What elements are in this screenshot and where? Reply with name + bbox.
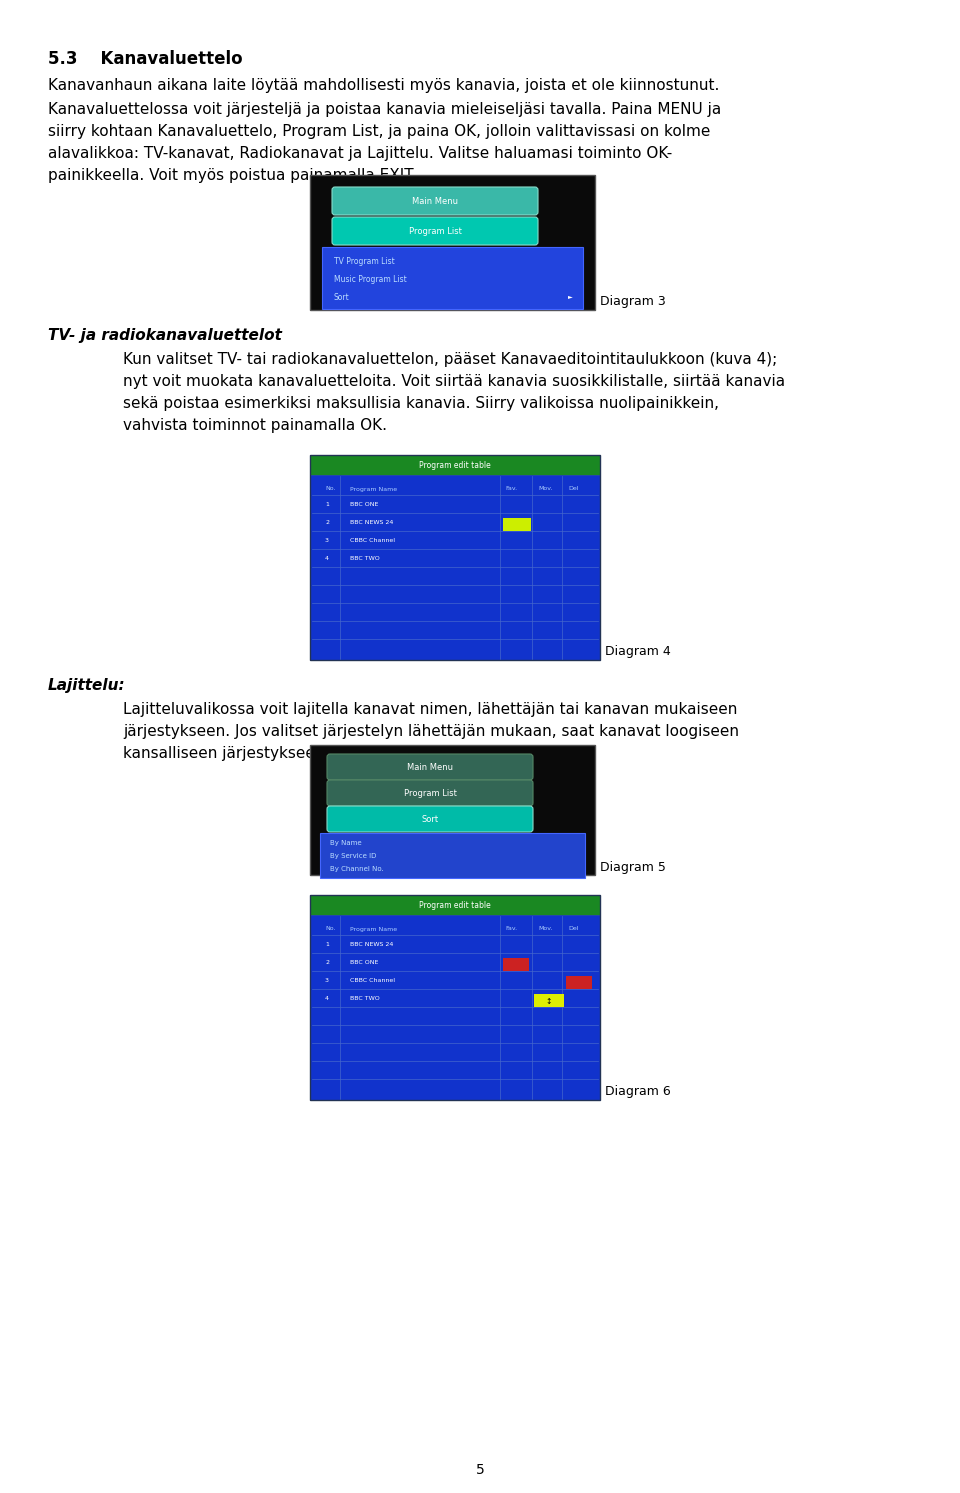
Text: ►: ► — [568, 294, 573, 300]
Text: Diagram 4: Diagram 4 — [605, 645, 671, 658]
Bar — [310, 175, 595, 311]
Text: By Service ID: By Service ID — [330, 853, 376, 858]
Text: vahvista toiminnot painamalla OK.: vahvista toiminnot painamalla OK. — [123, 418, 387, 433]
Text: By Name: By Name — [330, 841, 362, 847]
FancyBboxPatch shape — [327, 754, 533, 779]
Text: Sort: Sort — [421, 815, 439, 824]
Text: Fav.: Fav. — [505, 927, 517, 932]
Text: nyt voit muokata kanavaluetteloita. Voit siirtää kanavia suosikkilistalle, siirt: nyt voit muokata kanavaluetteloita. Voit… — [123, 375, 785, 390]
Bar — [566, 976, 592, 988]
Text: Program List: Program List — [409, 227, 462, 236]
Bar — [322, 246, 583, 309]
Text: Kanavanhaun aikana laite löytää mahdollisesti myös kanavia, joista et ole kiinno: Kanavanhaun aikana laite löytää mahdolli… — [48, 78, 719, 93]
Text: No.: No. — [325, 487, 335, 491]
Text: Main Menu: Main Menu — [407, 763, 453, 772]
Text: CBBC Channel: CBBC Channel — [350, 537, 395, 542]
Text: Mov.: Mov. — [538, 487, 553, 491]
Bar — [310, 894, 600, 915]
FancyBboxPatch shape — [332, 216, 538, 245]
Text: BBC NEWS 24: BBC NEWS 24 — [350, 520, 394, 524]
Text: 3: 3 — [325, 978, 329, 982]
Text: 1: 1 — [325, 942, 329, 947]
Text: Music Program List: Music Program List — [334, 275, 407, 284]
Text: Program Name: Program Name — [350, 487, 397, 491]
Text: 5: 5 — [475, 1463, 485, 1477]
Text: Lajitteluvalikossa voit lajitella kanavat nimen, lähettäjän tai kanavan mukaisee: Lajitteluvalikossa voit lajitella kanava… — [123, 702, 737, 717]
Bar — [310, 745, 595, 875]
Bar — [534, 994, 564, 1006]
Text: siirry kohtaan Kanavaluettelo, Program List, ja paina OK, jolloin valittavissasi: siirry kohtaan Kanavaluettelo, Program L… — [48, 124, 710, 139]
Bar — [503, 518, 531, 532]
Text: 5.3    Kanavaluettelo: 5.3 Kanavaluettelo — [48, 49, 243, 69]
Text: BBC ONE: BBC ONE — [350, 960, 378, 964]
Bar — [310, 915, 600, 1100]
Text: 3: 3 — [325, 537, 329, 542]
Text: No.: No. — [325, 927, 335, 932]
Text: Sort: Sort — [334, 293, 349, 302]
Text: Lajittelu:: Lajittelu: — [48, 678, 126, 693]
Text: järjestykseen. Jos valitset järjestelyn lähettäjän mukaan, saat kanavat loogisee: järjestykseen. Jos valitset järjestelyn … — [123, 724, 739, 739]
Text: 4: 4 — [325, 555, 329, 560]
Text: Kanavaluettelossa voit järjesteljä ja poistaa kanavia mieleiseljäsi tavalla. Pai: Kanavaluettelossa voit järjesteljä ja po… — [48, 102, 721, 116]
FancyBboxPatch shape — [327, 806, 533, 832]
Text: Main Menu: Main Menu — [412, 197, 458, 206]
Text: painikkeella. Voit myös poistua painamalla EXIT.: painikkeella. Voit myös poistua painamal… — [48, 169, 417, 184]
Text: 4: 4 — [325, 996, 329, 1000]
Bar — [310, 475, 600, 660]
Text: Program edit table: Program edit table — [420, 460, 491, 469]
Text: sekä poistaa esimerkiksi maksullisia kanavia. Siirry valikoissa nuolipainikkein,: sekä poistaa esimerkiksi maksullisia kan… — [123, 396, 719, 411]
Text: TV Program List: TV Program List — [334, 257, 395, 266]
FancyBboxPatch shape — [327, 779, 533, 806]
Text: Program Name: Program Name — [350, 927, 397, 932]
Text: Fav.: Fav. — [505, 487, 517, 491]
Bar — [310, 894, 600, 1100]
Text: Kun valitset TV- tai radiokanavaluettelon, pääset Kanavaeditointitaulukkoon (kuv: Kun valitset TV- tai radiokanavaluettelo… — [123, 352, 778, 367]
Text: Diagram 5: Diagram 5 — [600, 860, 666, 873]
Text: Del: Del — [568, 487, 579, 491]
Text: ↕: ↕ — [546, 996, 552, 1005]
Bar — [310, 455, 600, 475]
Text: By Channel No.: By Channel No. — [330, 866, 384, 872]
Text: BBC TWO: BBC TWO — [350, 555, 380, 560]
Text: alavalikkoa: TV-kanavat, Radiokanavat ja Lajittelu. Valitse haluamasi toiminto O: alavalikkoa: TV-kanavat, Radiokanavat ja… — [48, 146, 672, 161]
Bar — [310, 455, 600, 660]
Text: Program edit table: Program edit table — [420, 900, 491, 909]
Text: TV- ja radiokanavaluettelot: TV- ja radiokanavaluettelot — [48, 328, 282, 343]
Bar — [503, 959, 529, 970]
Text: Diagram 3: Diagram 3 — [600, 296, 665, 309]
Text: 2: 2 — [325, 520, 329, 524]
Text: BBC TWO: BBC TWO — [350, 996, 380, 1000]
Text: Del: Del — [568, 927, 579, 932]
Text: BBC NEWS 24: BBC NEWS 24 — [350, 942, 394, 947]
FancyBboxPatch shape — [332, 187, 538, 215]
Text: CBBC Channel: CBBC Channel — [350, 978, 395, 982]
Text: BBC ONE: BBC ONE — [350, 502, 378, 506]
Text: Mov.: Mov. — [538, 927, 553, 932]
Text: kansalliseen järjestykseen (YLE1, YLE2, MTV3, Nelonen jne).: kansalliseen järjestykseen (YLE1, YLE2, … — [123, 746, 584, 761]
Text: 2: 2 — [325, 960, 329, 964]
Bar — [320, 833, 585, 878]
Text: Diagram 6: Diagram 6 — [605, 1085, 671, 1099]
Text: 1: 1 — [325, 502, 329, 506]
Text: Program List: Program List — [403, 788, 456, 797]
